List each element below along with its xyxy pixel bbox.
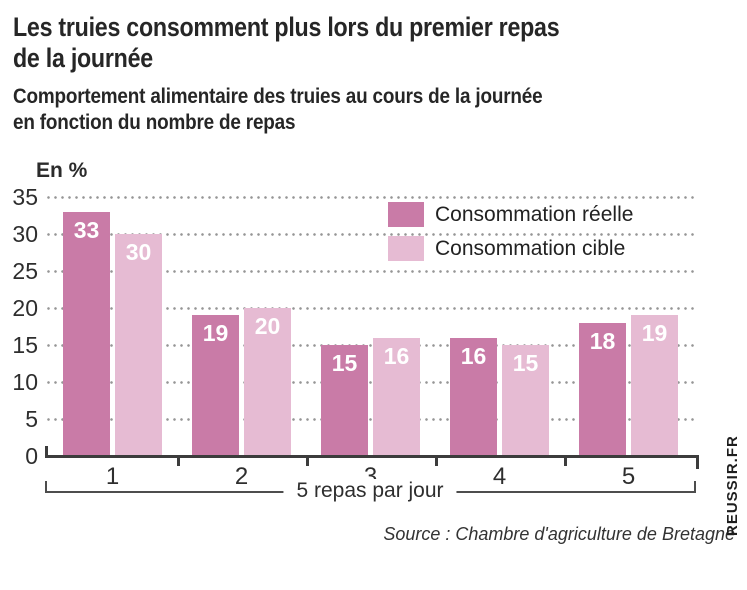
chart-subtitle: Comportement alimentaire des truies au c… [13, 85, 543, 135]
bar-value-label: 15 [331, 350, 358, 376]
bar-value-label: 19 [202, 320, 229, 347]
ytick-label-15: 15 [12, 332, 38, 358]
bar-value-label: 19 [641, 320, 668, 347]
legend-label-cible: Consommation cible [435, 236, 626, 260]
category-label-2: 2 [234, 463, 249, 490]
bar-reelle-repas-3: 15 [321, 345, 368, 456]
category-label-4: 4 [492, 463, 507, 490]
bar-cible-repas-5: 19 [631, 315, 678, 456]
legend-swatch-cible [388, 236, 424, 261]
x-axis-separator-tick-1 [177, 458, 180, 466]
x-axis-bracket-right-stub [694, 481, 696, 493]
ytick-label-20: 20 [12, 295, 38, 321]
source-credit: Source : Chambre d'agriculture de Bretag… [383, 524, 735, 544]
brand-watermark: REUSSIR.FR [724, 435, 741, 536]
ytick-label-35: 35 [12, 184, 38, 210]
x-axis-left-end-tick [45, 446, 48, 456]
gridline-20 [45, 306, 697, 310]
bar-value-label: 30 [125, 239, 152, 265]
gridline-5 [45, 417, 697, 421]
bar-value-label: 15 [512, 350, 539, 376]
bar-value-label: 33 [73, 216, 100, 243]
gridline-35 [45, 195, 697, 199]
bar-value-label: 20 [254, 313, 281, 339]
x-axis-separator-tick-2 [306, 458, 309, 466]
x-axis-bracket-left-stub [45, 481, 47, 493]
x-axis-label: 5 repas par jour [283, 479, 457, 503]
ytick-label-10: 10 [12, 369, 38, 395]
legend-swatch-reelle [388, 202, 424, 227]
bar-cible-repas-2: 20 [244, 308, 291, 456]
y-axis-unit-label: En % [36, 159, 88, 182]
bar-value-label: 16 [383, 342, 410, 369]
bar-reelle-repas-2: 19 [192, 315, 239, 456]
x-axis-line [45, 455, 699, 458]
bar-cible-repas-1: 30 [115, 234, 162, 456]
bar-reelle-repas-5: 18 [579, 322, 626, 456]
legend-item-reelle: Consommation réelle [388, 202, 633, 227]
bar-cible-repas-4: 15 [502, 345, 549, 456]
bar-reelle-repas-1: 33 [63, 211, 110, 456]
ytick-label-25: 25 [12, 258, 38, 284]
bar-value-label: 18 [589, 327, 616, 354]
bar-value-label: 16 [460, 342, 487, 369]
ytick-label-30: 30 [12, 221, 38, 247]
ytick-label-0: 0 [25, 443, 38, 469]
category-label-5: 5 [621, 463, 636, 490]
bar-reelle-repas-4: 16 [450, 337, 497, 456]
chart-title: Les truies consomment plus lors du premi… [13, 12, 560, 74]
legend: Consommation réelle Consommation cible [388, 202, 633, 270]
gridline-15 [45, 343, 697, 347]
legend-item-cible: Consommation cible [388, 236, 633, 261]
x-axis-separator-tick-4 [564, 458, 567, 466]
x-axis-separator-tick-3 [435, 458, 438, 466]
gridline-30 [45, 232, 697, 236]
bar-cible-repas-3: 16 [373, 337, 420, 456]
category-label-1: 1 [105, 463, 120, 490]
gridline-25 [45, 269, 697, 273]
x-axis-right-end-tick [696, 458, 699, 469]
gridline-10 [45, 380, 697, 384]
legend-label-reelle: Consommation réelle [435, 202, 634, 226]
ytick-label-5: 5 [25, 406, 38, 432]
